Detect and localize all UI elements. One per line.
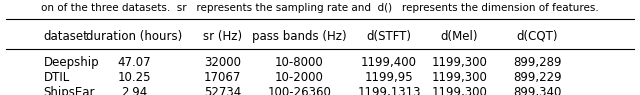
Text: 1199,300: 1199,300	[431, 56, 488, 69]
Text: DTIL: DTIL	[44, 71, 70, 84]
Text: 899,340: 899,340	[513, 86, 562, 95]
Text: 52734: 52734	[204, 86, 241, 95]
Text: duration (hours): duration (hours)	[86, 30, 182, 43]
Text: pass bands (Hz): pass bands (Hz)	[252, 30, 347, 43]
Text: 899,229: 899,229	[513, 71, 562, 84]
Text: 1199,300: 1199,300	[431, 71, 488, 84]
Text: d(STFT): d(STFT)	[367, 30, 412, 43]
Text: 1199,300: 1199,300	[431, 86, 488, 95]
Text: 1199,95: 1199,95	[365, 71, 413, 84]
Text: 100-26360: 100-26360	[268, 86, 332, 95]
Text: 1199,400: 1199,400	[361, 56, 417, 69]
Text: d(Mel): d(Mel)	[441, 30, 478, 43]
Text: sr (Hz): sr (Hz)	[203, 30, 243, 43]
Text: d(CQT): d(CQT)	[517, 30, 558, 43]
Text: 17067: 17067	[204, 71, 241, 84]
Text: 1199,1313: 1199,1313	[357, 86, 421, 95]
Text: 10.25: 10.25	[118, 71, 151, 84]
Text: 10-2000: 10-2000	[275, 71, 324, 84]
Text: 32000: 32000	[204, 56, 241, 69]
Text: ShipsEar: ShipsEar	[44, 86, 95, 95]
Text: 2.94: 2.94	[121, 86, 148, 95]
Text: 899,289: 899,289	[513, 56, 562, 69]
Text: 10-8000: 10-8000	[275, 56, 324, 69]
Text: on of the three datasets.  sr   represents the sampling rate and  d()   represen: on of the three datasets. sr represents …	[41, 3, 599, 13]
Text: dataset: dataset	[44, 30, 88, 43]
Text: Deepship: Deepship	[44, 56, 99, 69]
Text: 47.07: 47.07	[118, 56, 151, 69]
